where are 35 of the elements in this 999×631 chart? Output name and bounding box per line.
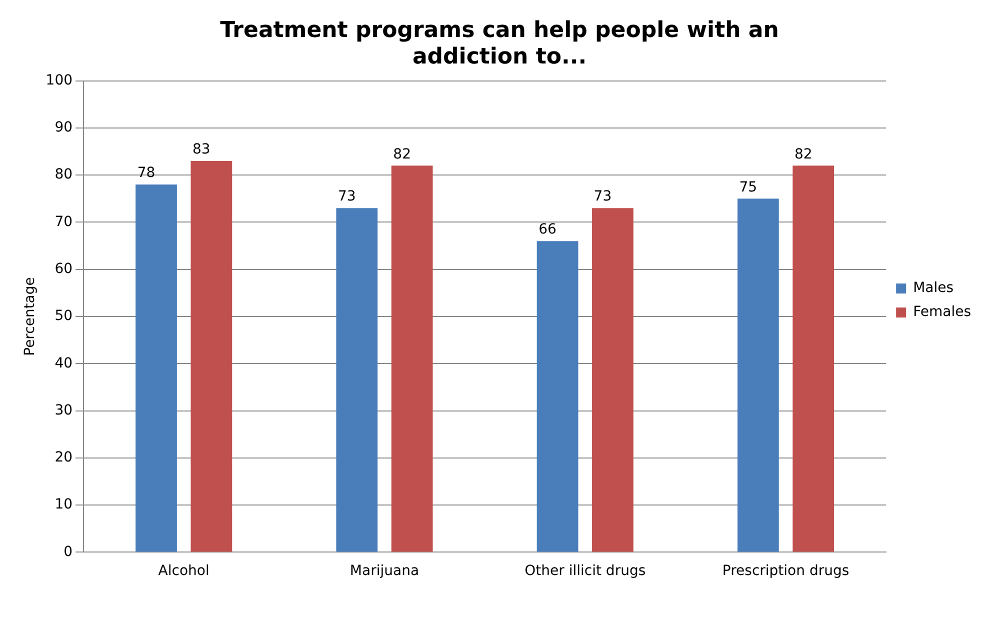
y-tick-label: 100: [46, 72, 73, 88]
y-tick-label: 10: [54, 496, 73, 513]
y-tick-label: 60: [54, 261, 73, 277]
data-label: 75: [739, 179, 758, 196]
bar: [336, 208, 378, 552]
data-label: 73: [594, 188, 612, 205]
chart-title: Treatment programs can help people with an addiction to...: [220, 18, 779, 70]
bar: [737, 198, 779, 552]
bar: [792, 166, 834, 552]
legend-label: Males: [913, 280, 954, 296]
x-tick-label: Marijuana: [350, 563, 420, 580]
legend-label: Females: [913, 304, 972, 320]
y-tick-label: 70: [54, 214, 73, 230]
y-tick-label: 40: [54, 355, 73, 372]
data-label: 66: [538, 222, 557, 238]
x-tick-label: Alcohol: [158, 563, 210, 580]
y-tick-label: 20: [54, 450, 73, 466]
bar: [536, 241, 578, 552]
bar: [190, 160, 232, 552]
data-label: 83: [192, 142, 210, 158]
data-label: 78: [137, 165, 156, 182]
y-axis-title: Percentage: [22, 277, 38, 356]
y-tick-label: 80: [54, 166, 73, 183]
y-tick-label: 50: [54, 308, 73, 324]
y-tick-label: 0: [64, 544, 73, 560]
y-tick-label: 90: [54, 120, 73, 136]
x-tick-label: Prescription drugs: [722, 563, 850, 580]
x-tick-label: Other illicit drugs: [524, 563, 646, 580]
data-label: 82: [794, 146, 812, 162]
bar: [592, 208, 634, 552]
data-label: 73: [338, 188, 356, 205]
bar: [136, 184, 177, 552]
y-tick-label: 30: [54, 402, 73, 418]
data-label: 82: [393, 146, 411, 162]
bar: [391, 166, 433, 552]
